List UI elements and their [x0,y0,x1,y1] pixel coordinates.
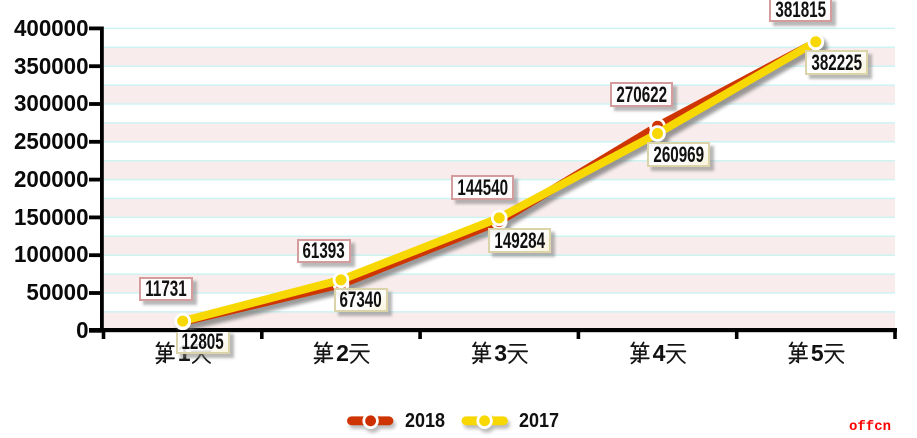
svg-text:3: 3 [494,340,507,366]
svg-text:4: 4 [653,340,666,366]
svg-text:5: 5 [811,340,824,366]
svg-text:2: 2 [336,340,349,366]
